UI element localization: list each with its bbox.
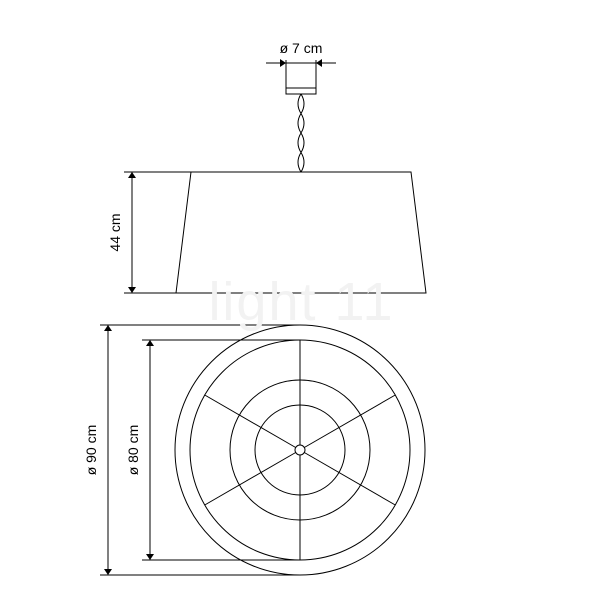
plan-spoke-2 xyxy=(304,453,395,506)
dim-rose-label: ø 7 cm xyxy=(280,40,323,56)
shade-side xyxy=(176,172,426,293)
dim-inner-label: ø 80 cm xyxy=(125,425,141,476)
dim-height-label: 44 cm xyxy=(107,213,123,251)
plan-spoke-1 xyxy=(304,395,395,448)
plan-spoke-5 xyxy=(205,395,296,448)
dim-outer-label: ø 90 cm xyxy=(83,425,99,476)
plan-spoke-4 xyxy=(205,453,296,506)
plan-hub xyxy=(295,445,305,455)
technical-drawing: ø 7 cm 44 cm ø 90 cm ø 80 cm xyxy=(0,0,603,603)
cable-strand-b xyxy=(298,94,304,172)
